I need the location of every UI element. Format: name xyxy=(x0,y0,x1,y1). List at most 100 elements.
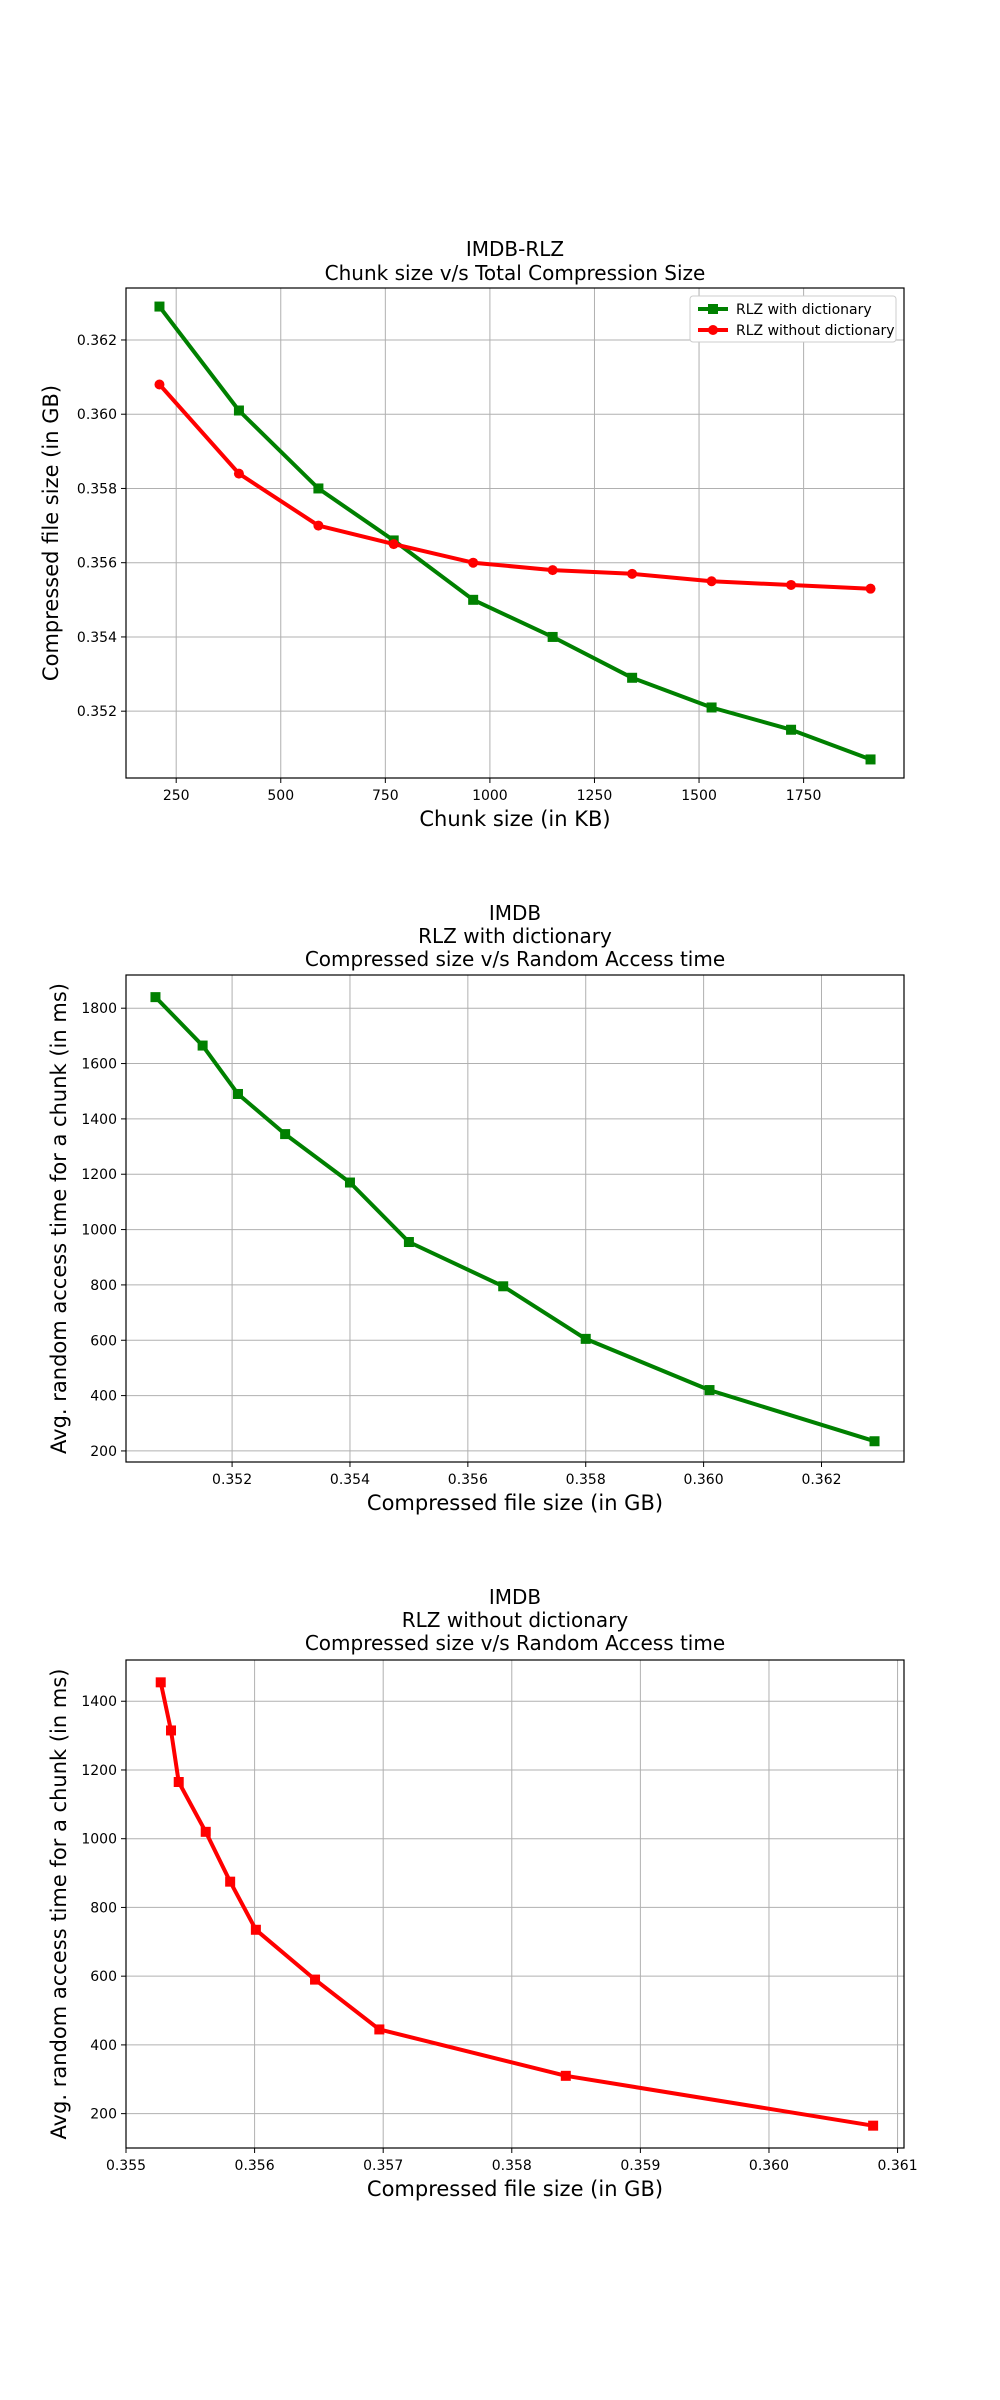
data-point xyxy=(200,1826,211,1837)
chart-title-line: IMDB-RLZ xyxy=(466,237,564,261)
data-point xyxy=(403,1237,414,1248)
y-tick-label: 1800 xyxy=(81,1001,117,1017)
legend-swatch-marker xyxy=(708,325,718,335)
x-tick-label: 0.354 xyxy=(330,1472,370,1488)
data-point xyxy=(344,1177,355,1188)
plot-frame xyxy=(125,1659,905,2149)
x-axis-label: Compressed file size (in GB) xyxy=(367,1491,663,1515)
x-axis-label: Compressed file size (in GB) xyxy=(367,2177,663,2201)
y-tick-label: 600 xyxy=(90,1969,117,1985)
x-tick-label: 1750 xyxy=(786,788,822,804)
data-point xyxy=(627,568,638,579)
data-point xyxy=(233,405,244,416)
data-point xyxy=(232,1088,243,1099)
x-tick-label: 0.361 xyxy=(878,2158,918,2174)
y-tick-label: 0.352 xyxy=(77,704,117,720)
chart-title-line: Compressed size v/s Random Access time xyxy=(305,1631,725,1655)
y-tick-label: 1600 xyxy=(81,1057,117,1073)
data-point xyxy=(706,702,717,713)
data-point xyxy=(865,583,876,594)
y-tick-label: 1200 xyxy=(81,1763,117,1779)
data-point xyxy=(313,520,324,531)
x-tick-label: 0.358 xyxy=(492,2158,532,2174)
data-point xyxy=(706,576,717,587)
data-point xyxy=(154,301,165,312)
y-tick-label: 1200 xyxy=(81,1167,117,1183)
y-tick-label: 0.360 xyxy=(77,407,117,423)
chart-title-line: RLZ without dictionary xyxy=(402,1608,629,1632)
chart-title-line: IMDB xyxy=(489,1585,541,1609)
legend-label: RLZ with dictionary xyxy=(736,302,872,318)
plot-frame xyxy=(125,287,905,779)
data-point xyxy=(250,1924,261,1935)
data-point xyxy=(869,1436,880,1447)
y-tick-label: 1400 xyxy=(81,1112,117,1128)
y-tick-label: 0.356 xyxy=(77,556,117,572)
x-tick-label: 500 xyxy=(267,788,294,804)
y-tick-label: 0.362 xyxy=(77,333,117,349)
x-tick-label: 0.352 xyxy=(212,1472,252,1488)
legend-label: RLZ without dictionary xyxy=(736,323,895,339)
series-line xyxy=(158,383,871,591)
chart-title-line: Chunk size v/s Total Compression Size xyxy=(325,261,706,285)
data-point xyxy=(150,992,161,1003)
data-point xyxy=(547,631,558,642)
data-point xyxy=(197,1040,208,1051)
x-tick-label: 0.359 xyxy=(620,2158,660,2174)
data-point xyxy=(560,2070,571,2081)
data-point xyxy=(704,1385,715,1396)
y-tick-label: 1000 xyxy=(81,1223,117,1239)
x-tick-label: 0.356 xyxy=(235,2158,275,2174)
series-line xyxy=(158,1681,874,2128)
data-point xyxy=(225,1876,236,1887)
y-axis-label: Compressed file size (in GB) xyxy=(39,385,63,681)
x-tick-label: 0.356 xyxy=(448,1472,488,1488)
data-point xyxy=(868,2120,879,2131)
y-tick-label: 1400 xyxy=(81,1694,117,1710)
data-point xyxy=(313,483,324,494)
chart-panel-compression-vs-chunk-size: 250 500 750 1000 1250 1500 1750 0.352 0.354 0.356… xyxy=(39,237,905,831)
x-tick-label: 0.358 xyxy=(566,1472,606,1488)
x-tick-label: 1500 xyxy=(681,788,717,804)
series-line xyxy=(154,995,876,1444)
y-tick-label: 800 xyxy=(90,1278,117,1294)
series-line xyxy=(157,305,872,762)
y-tick-label: 200 xyxy=(90,2107,117,2123)
data-point xyxy=(786,579,797,590)
y-tick-label: 400 xyxy=(90,1389,117,1405)
data-point xyxy=(154,379,165,390)
data-point xyxy=(786,724,797,735)
data-point xyxy=(627,672,638,683)
y-axis-label: Avg. random access time for a chunk (in … xyxy=(47,1669,71,2140)
y-tick-label: 400 xyxy=(90,2038,117,2054)
x-tick-label: 250 xyxy=(163,788,190,804)
x-tick-label: 0.360 xyxy=(684,1472,724,1488)
data-point xyxy=(280,1129,291,1140)
data-point xyxy=(233,468,244,479)
x-tick-label: 0.357 xyxy=(363,2158,403,2174)
x-axis-label: Chunk size (in KB) xyxy=(419,807,610,831)
chart-panel-rlz-without-dictionary-access-time: 0.355 0.356 0.357 0.358 0.359 0.360 0.361 200 40… xyxy=(47,1585,918,2201)
y-tick-label: 200 xyxy=(90,1444,117,1460)
plot-frame xyxy=(125,974,905,1463)
chart-title-line: RLZ with dictionary xyxy=(418,924,612,948)
x-tick-label: 750 xyxy=(372,788,399,804)
data-point xyxy=(498,1281,509,1292)
data-point xyxy=(580,1333,591,1344)
data-point xyxy=(155,1677,166,1688)
chart-title-line: Compressed size v/s Random Access time xyxy=(305,947,725,971)
y-tick-label: 0.358 xyxy=(77,481,117,497)
data-point xyxy=(865,754,876,765)
data-point xyxy=(468,557,479,568)
y-tick-label: 600 xyxy=(90,1333,117,1349)
y-tick-label: 0.354 xyxy=(77,630,117,646)
x-tick-label: 0.360 xyxy=(749,2158,789,2174)
x-tick-label: 0.362 xyxy=(801,1472,841,1488)
y-axis-label: Avg. random access time for a chunk (in … xyxy=(47,983,71,1454)
x-tick-label: 1000 xyxy=(472,788,508,804)
data-point xyxy=(166,1725,177,1736)
y-tick-label: 800 xyxy=(90,1900,117,1916)
legend-swatch-marker xyxy=(708,304,718,314)
x-tick-label: 1250 xyxy=(577,788,613,804)
data-point xyxy=(374,2024,385,2035)
